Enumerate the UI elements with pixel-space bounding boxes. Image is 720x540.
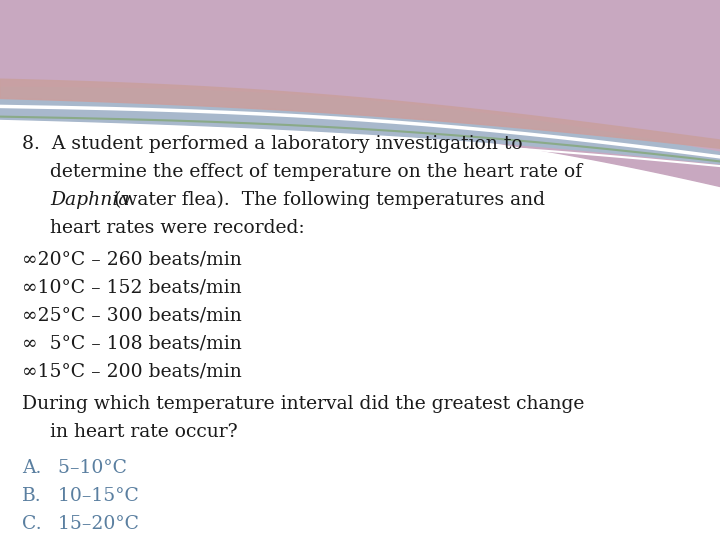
Text: 15–20°C: 15–20°C	[40, 515, 139, 533]
Text: B.: B.	[22, 487, 42, 505]
Text: C.: C.	[22, 515, 42, 533]
Text: ∞15°C – 200 beats/min: ∞15°C – 200 beats/min	[22, 363, 242, 381]
Text: 5–10°C: 5–10°C	[40, 459, 127, 477]
Text: 8.  A student performed a laboratory investigation to: 8. A student performed a laboratory inve…	[22, 135, 523, 153]
Text: Daphnia: Daphnia	[50, 191, 130, 209]
Text: ∞  5°C – 108 beats/min: ∞ 5°C – 108 beats/min	[22, 335, 242, 353]
Text: in heart rate occur?: in heart rate occur?	[50, 423, 238, 441]
Text: determine the effect of temperature on the heart rate of: determine the effect of temperature on t…	[50, 163, 582, 181]
Text: A.: A.	[22, 459, 41, 477]
Text: heart rates were recorded:: heart rates were recorded:	[50, 219, 305, 237]
Text: 10–15°C: 10–15°C	[40, 487, 139, 505]
Text: During which temperature interval did the greatest change: During which temperature interval did th…	[22, 395, 585, 413]
Text: ∞10°C – 152 beats/min: ∞10°C – 152 beats/min	[22, 279, 242, 297]
Text: ∞20°C – 260 beats/min: ∞20°C – 260 beats/min	[22, 251, 242, 269]
Text: (water flea).  The following temperatures and: (water flea). The following temperatures…	[108, 191, 545, 209]
Text: ∞25°C – 300 beats/min: ∞25°C – 300 beats/min	[22, 307, 242, 325]
